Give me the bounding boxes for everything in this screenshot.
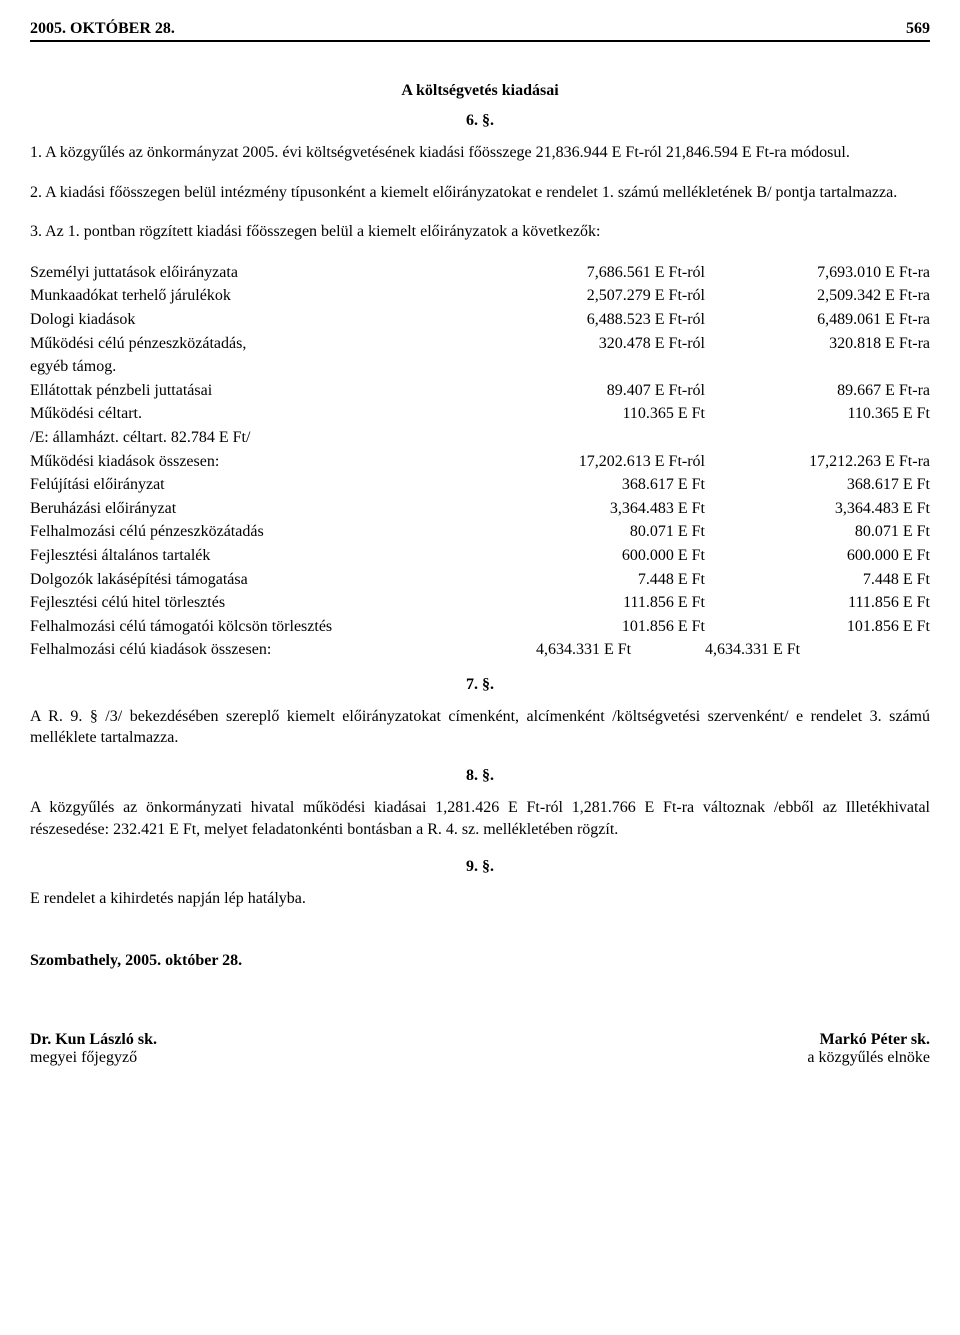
- row-from: 101.856 E Ft: [462, 615, 705, 639]
- row-to: 7,693.010 E Ft-ra: [705, 261, 930, 285]
- row-label: Beruházási előirányzat: [30, 497, 462, 521]
- table-row: egyéb támog.: [30, 355, 930, 379]
- row-to: 320.818 E Ft-ra: [705, 332, 930, 356]
- place-date: Szombathely, 2005. október 28.: [30, 950, 930, 972]
- sig-right-title: a közgyűlés elnöke: [807, 1049, 930, 1067]
- row-to: [705, 355, 930, 379]
- sec8-para: A közgyűlés az önkormányzati hivatal műk…: [30, 797, 930, 840]
- table-row: Dologi kiadások6,488.523 E Ft-ról6,489.0…: [30, 308, 930, 332]
- sec9-para: E rendelet a kihirdetés napján lép hatál…: [30, 888, 930, 910]
- row-to: 7.448 E Ft: [705, 568, 930, 592]
- row-from: 320.478 E Ft-ról: [462, 332, 705, 356]
- row-from: 80.071 E Ft: [462, 520, 705, 544]
- sec6-para2: 2. A kiadási főösszegen belül intézmény …: [30, 182, 930, 204]
- row-to: 89.667 E Ft-ra: [705, 379, 930, 403]
- table-row: Működési céltart.110.365 E Ft110.365 E F…: [30, 402, 930, 426]
- sig-right-name: Markó Péter sk.: [807, 1031, 930, 1049]
- row-label: Működési kiadások összesen:: [30, 450, 462, 474]
- table-row: Beruházási előirányzat3,364.483 E Ft3,36…: [30, 497, 930, 521]
- table-row: Munkaadókat terhelő járulékok2,507.279 E…: [30, 284, 930, 308]
- row-to: 600.000 E Ft: [705, 544, 930, 568]
- section-8-number: 8. §.: [30, 767, 930, 785]
- row-label: Felhalmozási célú pénzeszközátadás: [30, 520, 462, 544]
- section-9-number: 9. §.: [30, 858, 930, 876]
- row-label: Működési célú pénzeszközátadás,: [30, 332, 462, 356]
- table-row: Fejlesztési általános tartalék600.000 E …: [30, 544, 930, 568]
- row-to: 3,364.483 E Ft: [705, 497, 930, 521]
- table-row: Fejlesztési célú hitel törlesztés111.856…: [30, 591, 930, 615]
- row-to: 4,634.331 E Ft: [705, 638, 930, 662]
- row-to: 368.617 E Ft: [705, 473, 930, 497]
- row-from: 2,507.279 E Ft-ról: [462, 284, 705, 308]
- row-from: 111.856 E Ft: [462, 591, 705, 615]
- table-row: Felhalmozási célú támogatói kölcsön törl…: [30, 615, 930, 639]
- row-from: 600.000 E Ft: [462, 544, 705, 568]
- row-to: [705, 426, 930, 450]
- row-to: 110.365 E Ft: [705, 402, 930, 426]
- row-from: 110.365 E Ft: [462, 402, 705, 426]
- table-row: Személyi juttatások előirányzata7,686.56…: [30, 261, 930, 285]
- row-label: Munkaadókat terhelő járulékok: [30, 284, 462, 308]
- row-from: 3,364.483 E Ft: [462, 497, 705, 521]
- row-from: 368.617 E Ft: [462, 473, 705, 497]
- row-label: Felújítási előirányzat: [30, 473, 462, 497]
- row-label: Fejlesztési célú hitel törlesztés: [30, 591, 462, 615]
- table-row: Ellátottak pénzbeli juttatásai89.407 E F…: [30, 379, 930, 403]
- section-7-number: 7. §.: [30, 676, 930, 694]
- signature-right: Markó Péter sk. a közgyűlés elnöke: [807, 1031, 930, 1067]
- table-row: Dolgozók lakásépítési támogatása7.448 E …: [30, 568, 930, 592]
- row-from: 7.448 E Ft: [462, 568, 705, 592]
- row-label: egyéb támog.: [30, 355, 462, 379]
- table-row: Felhalmozási célú pénzeszközátadás80.071…: [30, 520, 930, 544]
- budget-table: Személyi juttatások előirányzata7,686.56…: [30, 261, 930, 662]
- row-label: Fejlesztési általános tartalék: [30, 544, 462, 568]
- row-from: 4,634.331 E Ft: [462, 638, 705, 662]
- row-from: [462, 426, 705, 450]
- row-from: 7,686.561 E Ft-ról: [462, 261, 705, 285]
- row-from: 89.407 E Ft-ról: [462, 379, 705, 403]
- page-header: 2005. OKTÓBER 28. 569: [30, 20, 930, 42]
- row-label: Személyi juttatások előirányzata: [30, 261, 462, 285]
- sec6-para1: 1. A közgyűlés az önkormányzat 2005. évi…: [30, 142, 930, 164]
- row-label: Felhalmozási célú kiadások összesen:: [30, 638, 462, 662]
- table-row: Felhalmozási célú kiadások összesen:4,63…: [30, 638, 930, 662]
- doc-title: A költségvetés kiadásai: [30, 82, 930, 100]
- row-from: [462, 355, 705, 379]
- row-label: Dolgozók lakásépítési támogatása: [30, 568, 462, 592]
- row-label: /E: államházt. céltart. 82.784 E Ft/: [30, 426, 462, 450]
- signature-row: Dr. Kun László sk. megyei főjegyző Markó…: [30, 1031, 930, 1067]
- sig-left-name: Dr. Kun László sk.: [30, 1031, 157, 1049]
- row-from: 6,488.523 E Ft-ról: [462, 308, 705, 332]
- sec7-para: A R. 9. § /3/ bekezdésében szereplő kiem…: [30, 706, 930, 749]
- row-to: 17,212.263 E Ft-ra: [705, 450, 930, 474]
- row-to: 101.856 E Ft: [705, 615, 930, 639]
- header-right: 569: [906, 20, 930, 38]
- sec6-para3: 3. Az 1. pontban rögzített kiadási főöss…: [30, 221, 930, 243]
- row-to: 111.856 E Ft: [705, 591, 930, 615]
- table-row: Működési kiadások összesen:17,202.613 E …: [30, 450, 930, 474]
- row-label: Dologi kiadások: [30, 308, 462, 332]
- table-row: Felújítási előirányzat368.617 E Ft368.61…: [30, 473, 930, 497]
- table-row: Működési célú pénzeszközátadás,320.478 E…: [30, 332, 930, 356]
- row-to: 2,509.342 E Ft-ra: [705, 284, 930, 308]
- header-left: 2005. OKTÓBER 28.: [30, 20, 175, 38]
- signature-left: Dr. Kun László sk. megyei főjegyző: [30, 1031, 157, 1067]
- row-to: 6,489.061 E Ft-ra: [705, 308, 930, 332]
- section-6-number: 6. §.: [30, 112, 930, 130]
- row-label: Ellátottak pénzbeli juttatásai: [30, 379, 462, 403]
- table-row: /E: államházt. céltart. 82.784 E Ft/: [30, 426, 930, 450]
- row-label: Működési céltart.: [30, 402, 462, 426]
- row-to: 80.071 E Ft: [705, 520, 930, 544]
- sig-left-title: megyei főjegyző: [30, 1049, 157, 1067]
- row-from: 17,202.613 E Ft-ról: [462, 450, 705, 474]
- row-label: Felhalmozási célú támogatói kölcsön törl…: [30, 615, 462, 639]
